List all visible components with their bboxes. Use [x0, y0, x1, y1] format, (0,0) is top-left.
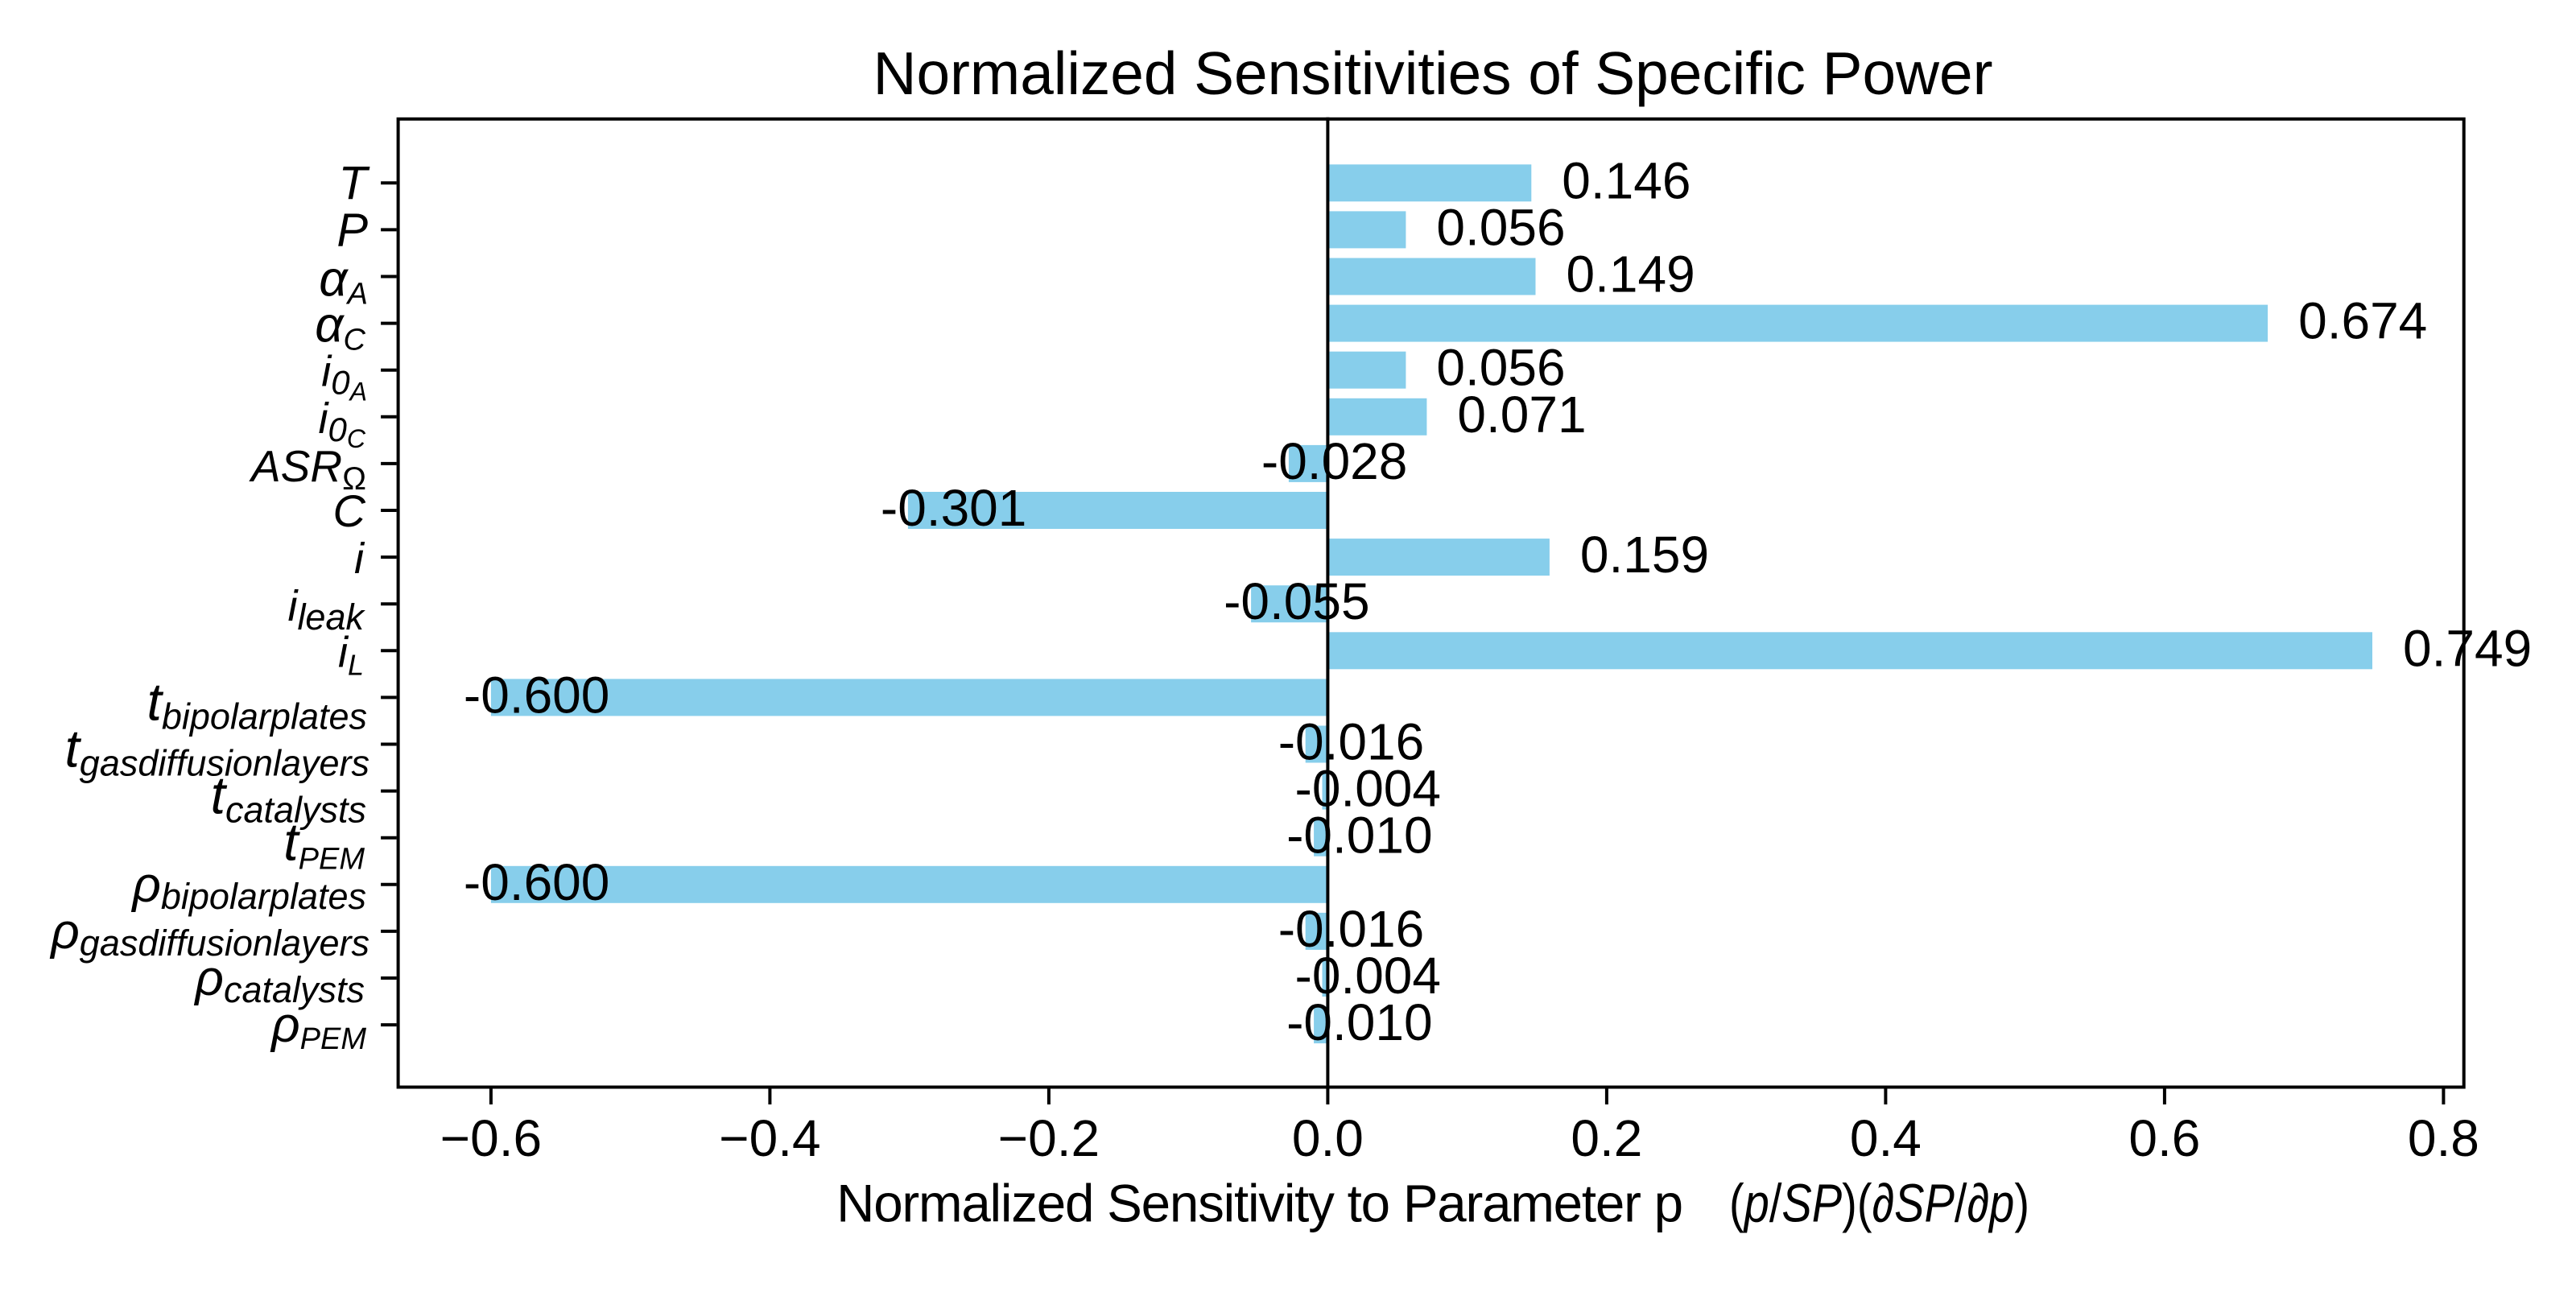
svg-text:0.749: 0.749 — [2403, 619, 2532, 677]
svg-text:-0.028: -0.028 — [1261, 432, 1407, 490]
svg-text:-0.010: -0.010 — [1286, 993, 1432, 1051]
svg-text:iL: iL — [338, 628, 364, 681]
svg-text:ρcatalysts: ρcatalysts — [193, 951, 365, 1010]
svg-text:-0.016: -0.016 — [1278, 713, 1424, 771]
svg-text:0.149: 0.149 — [1567, 246, 1695, 303]
svg-text:ASRΩ: ASRΩ — [249, 441, 366, 497]
svg-text:0.071: 0.071 — [1457, 386, 1586, 444]
svg-text:tbipolarplates: tbipolarplates — [147, 671, 367, 737]
svg-text:-0.600: -0.600 — [464, 666, 609, 724]
svg-text:i0A: i0A — [321, 348, 367, 407]
svg-text:-0.055: -0.055 — [1224, 572, 1369, 630]
svg-text:0.056: 0.056 — [1436, 339, 1565, 397]
svg-text:-0.010: -0.010 — [1286, 807, 1432, 865]
svg-text:0.146: 0.146 — [1562, 151, 1690, 209]
svg-text:ρbipolarplates: ρbipolarplates — [130, 857, 366, 917]
svg-text:ρPEM: ρPEM — [270, 997, 366, 1056]
svg-text:tPEM: tPEM — [283, 812, 365, 877]
svg-text:T: T — [339, 157, 370, 209]
svg-text:αA: αA — [319, 252, 368, 312]
svg-text:−0.4: −0.4 — [719, 1109, 820, 1167]
svg-text:0.674: 0.674 — [2298, 292, 2427, 350]
svg-text:−0.6: −0.6 — [440, 1109, 542, 1167]
svg-text:Normalized Sensitivities of Sp: Normalized Sensitivities of Specific Pow… — [873, 39, 1993, 107]
svg-text:−0.2: −0.2 — [998, 1109, 1100, 1167]
svg-text:0.056: 0.056 — [1436, 198, 1565, 256]
svg-text:0.8: 0.8 — [2408, 1109, 2479, 1167]
svg-text:tgasdiffusionlayers: tgasdiffusionlayers — [64, 719, 369, 784]
svg-text:-0.004: -0.004 — [1295, 760, 1441, 818]
svg-text:Normalized Sensitivity to Para: Normalized Sensitivity to Parameter p — [836, 1174, 1683, 1233]
svg-text:0.6: 0.6 — [2128, 1109, 2200, 1167]
svg-text:(p/SP)(∂SP/∂p): (p/SP)(∂SP/∂p) — [1729, 1174, 2029, 1234]
svg-text:-0.016: -0.016 — [1278, 900, 1424, 958]
svg-text:i: i — [354, 535, 365, 583]
svg-text:C: C — [333, 485, 366, 536]
svg-text:0.159: 0.159 — [1580, 526, 1709, 584]
svg-text:-0.004: -0.004 — [1295, 947, 1441, 1005]
svg-text:0.2: 0.2 — [1571, 1109, 1642, 1167]
svg-text:P: P — [336, 204, 368, 256]
svg-text:αC: αC — [315, 298, 365, 357]
svg-text:-0.600: -0.600 — [464, 853, 609, 911]
svg-text:0.0: 0.0 — [1292, 1109, 1364, 1167]
svg-text:tcatalysts: tcatalysts — [211, 766, 366, 831]
svg-text:ρgasdiffusionlayers: ρgasdiffusionlayers — [49, 904, 369, 964]
svg-text:0.4: 0.4 — [1850, 1109, 1922, 1167]
svg-text:-0.301: -0.301 — [881, 479, 1026, 537]
svg-text:i0C: i0C — [319, 394, 366, 453]
svg-text:ileak: ileak — [287, 582, 365, 638]
